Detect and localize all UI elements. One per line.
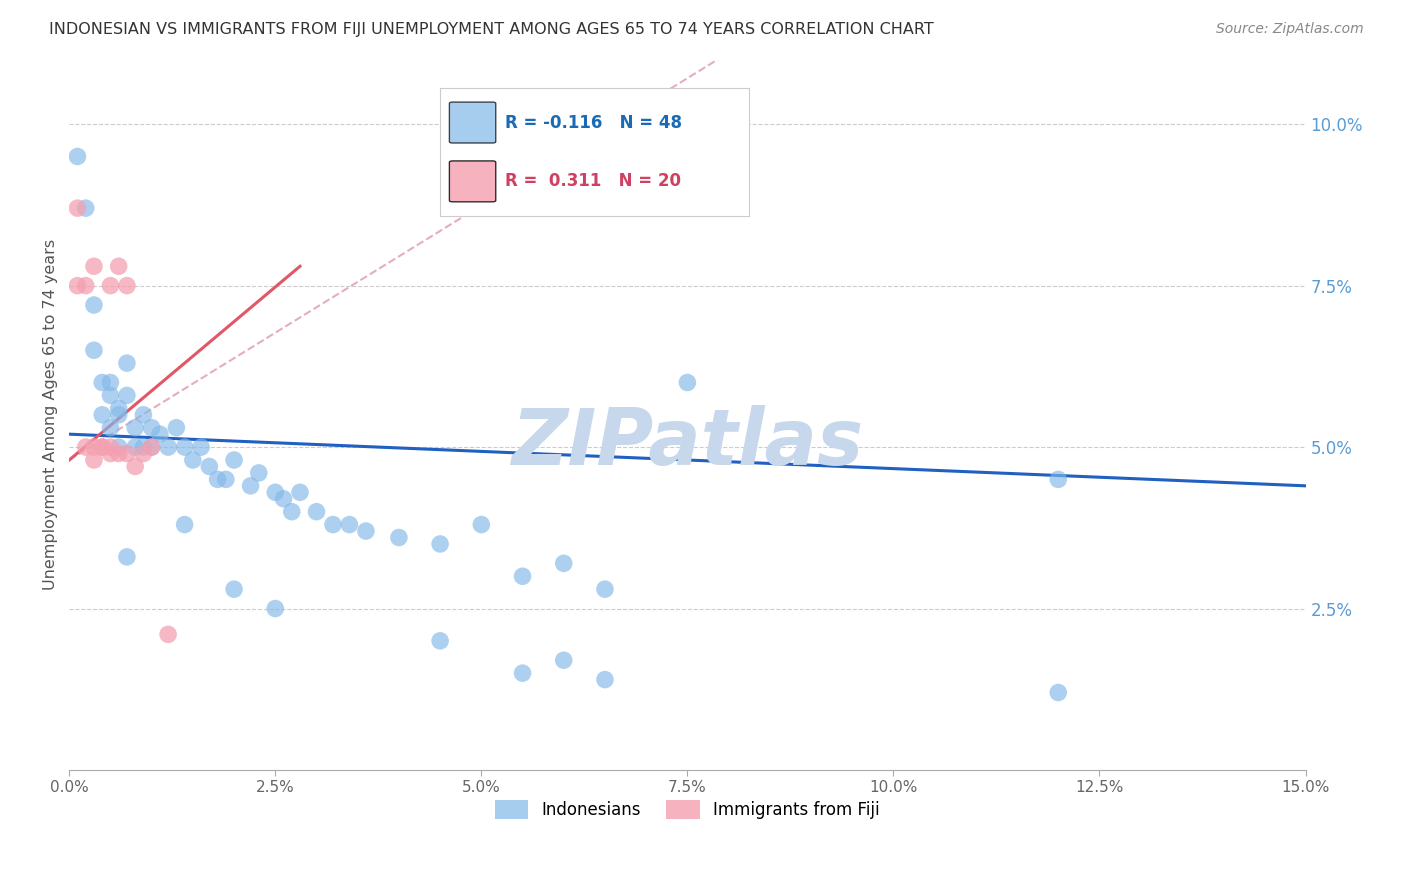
Point — [273, 491, 295, 506]
Legend: Indonesians, Immigrants from Fiji: Indonesians, Immigrants from Fiji — [488, 793, 886, 826]
Point — [173, 440, 195, 454]
Point — [264, 485, 287, 500]
Point — [553, 557, 575, 571]
Point — [264, 601, 287, 615]
Point — [107, 446, 129, 460]
Point — [676, 376, 699, 390]
Point — [354, 524, 377, 538]
Point — [75, 440, 97, 454]
Point — [115, 278, 138, 293]
Point — [388, 531, 411, 545]
Point — [190, 440, 212, 454]
Text: INDONESIAN VS IMMIGRANTS FROM FIJI UNEMPLOYMENT AMONG AGES 65 TO 74 YEARS CORREL: INDONESIAN VS IMMIGRANTS FROM FIJI UNEMP… — [49, 22, 934, 37]
Y-axis label: Unemployment Among Ages 65 to 74 years: Unemployment Among Ages 65 to 74 years — [44, 239, 58, 591]
Point — [91, 440, 114, 454]
Point — [107, 440, 129, 454]
Point — [322, 517, 344, 532]
Point — [1047, 685, 1070, 699]
Point — [429, 537, 451, 551]
Point — [107, 408, 129, 422]
Point — [165, 421, 187, 435]
Point — [107, 259, 129, 273]
Point — [91, 440, 114, 454]
Point — [141, 440, 163, 454]
Point — [83, 440, 105, 454]
Point — [66, 278, 89, 293]
Point — [107, 401, 129, 416]
Point — [66, 149, 89, 163]
Point — [115, 356, 138, 370]
Point — [339, 517, 361, 532]
Point — [83, 343, 105, 358]
Point — [149, 427, 172, 442]
Point — [141, 421, 163, 435]
Point — [247, 466, 270, 480]
Point — [115, 388, 138, 402]
Point — [470, 517, 492, 532]
Point — [91, 376, 114, 390]
Point — [305, 505, 328, 519]
Point — [132, 440, 155, 454]
Point — [553, 653, 575, 667]
Point — [222, 453, 245, 467]
Point — [100, 421, 122, 435]
Text: Source: ZipAtlas.com: Source: ZipAtlas.com — [1216, 22, 1364, 37]
Point — [75, 201, 97, 215]
Point — [207, 472, 229, 486]
Point — [288, 485, 311, 500]
Point — [100, 278, 122, 293]
Point — [115, 549, 138, 564]
Point — [173, 517, 195, 532]
Point — [593, 582, 616, 597]
Text: ZIPatlas: ZIPatlas — [512, 405, 863, 481]
Point — [91, 408, 114, 422]
Point — [100, 376, 122, 390]
Point — [83, 453, 105, 467]
Point — [512, 569, 534, 583]
Point — [215, 472, 238, 486]
Point — [429, 633, 451, 648]
Point — [181, 453, 204, 467]
Point — [124, 459, 146, 474]
Point — [198, 459, 221, 474]
Point — [124, 440, 146, 454]
Point — [157, 440, 180, 454]
Point — [100, 440, 122, 454]
Point — [593, 673, 616, 687]
Point — [1047, 472, 1070, 486]
Point — [115, 446, 138, 460]
Point — [83, 298, 105, 312]
Point — [281, 505, 304, 519]
Point — [132, 446, 155, 460]
Point — [157, 627, 180, 641]
Point — [239, 479, 262, 493]
Point — [66, 201, 89, 215]
Point — [75, 278, 97, 293]
Point — [222, 582, 245, 597]
Point — [100, 446, 122, 460]
Point — [83, 259, 105, 273]
Point — [141, 440, 163, 454]
Point — [132, 408, 155, 422]
Point — [512, 666, 534, 681]
Point — [100, 388, 122, 402]
Point — [124, 421, 146, 435]
